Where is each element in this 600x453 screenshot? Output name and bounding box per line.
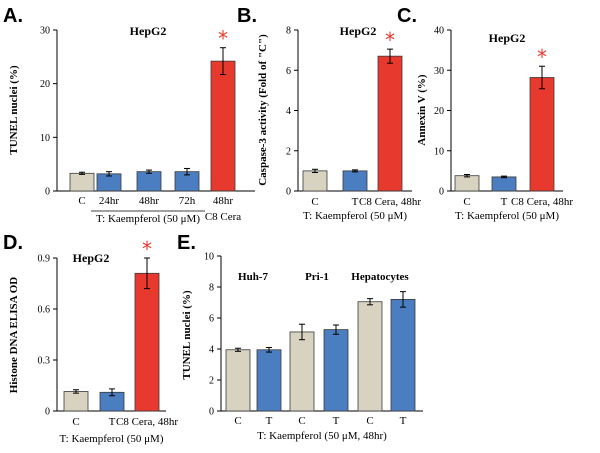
y-tick-label: 6 <box>286 66 291 77</box>
x-category-label: T <box>109 416 116 428</box>
x-category-label: T <box>266 415 273 427</box>
y-tick-label: 2 <box>209 376 214 387</box>
bar <box>323 329 349 412</box>
bar <box>225 349 251 412</box>
panel-label: A. <box>3 5 23 27</box>
y-axis-label: TUNEL nuclei (%) <box>181 290 193 380</box>
panel-a-tunel-hepg2: A. HepG2 TUNEL nuclei (%) 0 10 20 30 C 24hr 48hr 7… <box>3 5 255 225</box>
x-category-label: C <box>463 196 470 208</box>
y-axis-label: Histone DNA ELISA OD <box>8 277 20 393</box>
y-tick-label: 0.6 <box>38 305 51 316</box>
y-tick-label: 0 <box>439 187 444 198</box>
y-tick-label: 4 <box>209 345 214 356</box>
y-axis-label: Annexin V (%) <box>416 74 428 145</box>
bar <box>529 77 555 192</box>
bar <box>491 176 517 192</box>
y-tick-label: 0 <box>286 187 291 198</box>
bar <box>454 175 480 192</box>
y-tick-label: 0.9 <box>38 254 51 265</box>
x-category-label: C <box>72 416 79 428</box>
x-axis-label: T: Kaempferol (50 μM) <box>303 210 407 222</box>
bar <box>357 301 383 412</box>
x-category-label: 48hr <box>139 195 160 207</box>
x-category-label: C <box>78 195 85 207</box>
y-tick-label: 30 <box>434 66 444 77</box>
x-category-label: 48hr <box>213 195 234 207</box>
x-category-label: C <box>298 415 305 427</box>
x-category-label: T <box>352 196 359 208</box>
x-category-label: T <box>501 196 508 208</box>
panel-title: HepG2 <box>130 24 167 38</box>
y-tick-label: 4 <box>286 106 291 117</box>
significance-star: * <box>218 27 228 51</box>
y-axis-label: TUNEL nuclei (%) <box>8 65 20 155</box>
panel-label: B. <box>237 5 257 27</box>
x-category-label: 72h <box>179 195 196 207</box>
panel-title: HepG2 <box>73 251 110 265</box>
bar <box>377 55 403 192</box>
significance-star: * <box>385 28 395 52</box>
significance-star: * <box>537 45 547 69</box>
panel-label: C. <box>397 5 417 27</box>
y-tick-label: 2 <box>286 146 291 157</box>
x-category-label: C8 Cera, 48hr <box>116 416 178 428</box>
y-tick-label: 20 <box>40 79 50 90</box>
panel-c-annexin-v: C. HepG2 Annexin V (%) 0 10 20 30 40 C T * C8 Cera,… <box>397 5 573 222</box>
x-category-label: T <box>333 415 340 427</box>
panel-title: HepG2 <box>489 31 526 45</box>
significance-star: * <box>142 237 152 261</box>
y-tick-label: 0.3 <box>38 356 51 367</box>
y-tick-label: 20 <box>434 106 444 117</box>
bar <box>69 172 95 192</box>
panel-e-tunel-cell-lines: E. TUNEL nuclei (%) 0 2 4 6 8 10 C T C T C T T: Kaempf… <box>177 232 423 442</box>
x-category-label: C8 Cera, 48hr <box>359 196 421 208</box>
x-category-label: C <box>234 415 241 427</box>
bar <box>342 170 368 192</box>
y-axis-label: Caspase-3 activity (Fold of "C") <box>257 34 269 186</box>
bar <box>289 331 315 412</box>
panel-b-caspase3: B. HepG2 Caspase-3 activity (Fold of "C") 0… <box>237 5 421 222</box>
y-tick-label: 10 <box>40 133 50 144</box>
y-tick-label: 8 <box>286 26 291 37</box>
x-category-label: C <box>366 415 373 427</box>
x-category-label: C <box>311 196 318 208</box>
bar <box>302 170 328 192</box>
cell-line-label: Hepatocytes <box>351 271 409 283</box>
x-category-label: C8 Cera, 48hr <box>511 196 573 208</box>
bar <box>256 349 282 412</box>
y-tick-label: 10 <box>204 252 214 263</box>
panel-title: HepG2 <box>340 24 377 38</box>
bar <box>136 171 162 192</box>
ceramide-label: C8 Cera <box>205 211 241 223</box>
y-tick-label: 8 <box>209 283 214 294</box>
y-tick-label: 30 <box>40 26 50 37</box>
panel-label: E. <box>177 232 196 254</box>
cell-line-label: Huh-7 <box>238 271 268 283</box>
x-category-label: 24hr <box>99 195 120 207</box>
bar <box>134 272 160 412</box>
x-axis-label: T: Kaempferol (50 μM, 48hr) <box>257 430 387 442</box>
y-tick-label: 0 <box>45 407 50 418</box>
panel-d-histone-elisa: D. HepG2 Histone DNA ELISA OD 0 0.3 0.6 0.9 C T *… <box>3 232 178 445</box>
y-tick-label: 0 <box>209 407 214 418</box>
bar <box>390 298 416 412</box>
y-tick-label: 0 <box>45 187 50 198</box>
bar <box>210 60 236 192</box>
x-category-label: T <box>400 415 407 427</box>
y-tick-label: 6 <box>209 314 214 325</box>
x-axis-label: T: Kaempferol (50 μM) <box>59 433 163 445</box>
y-tick-label: 10 <box>434 146 444 157</box>
cell-line-label: Pri-1 <box>305 271 329 283</box>
group-label: T: Kaempferol (50 μM) <box>96 213 200 225</box>
x-axis-label: T: Kaempferol (50 μM) <box>455 210 559 222</box>
y-tick-label: 40 <box>434 26 444 37</box>
bar <box>63 391 89 412</box>
panel-label: D. <box>3 232 23 254</box>
